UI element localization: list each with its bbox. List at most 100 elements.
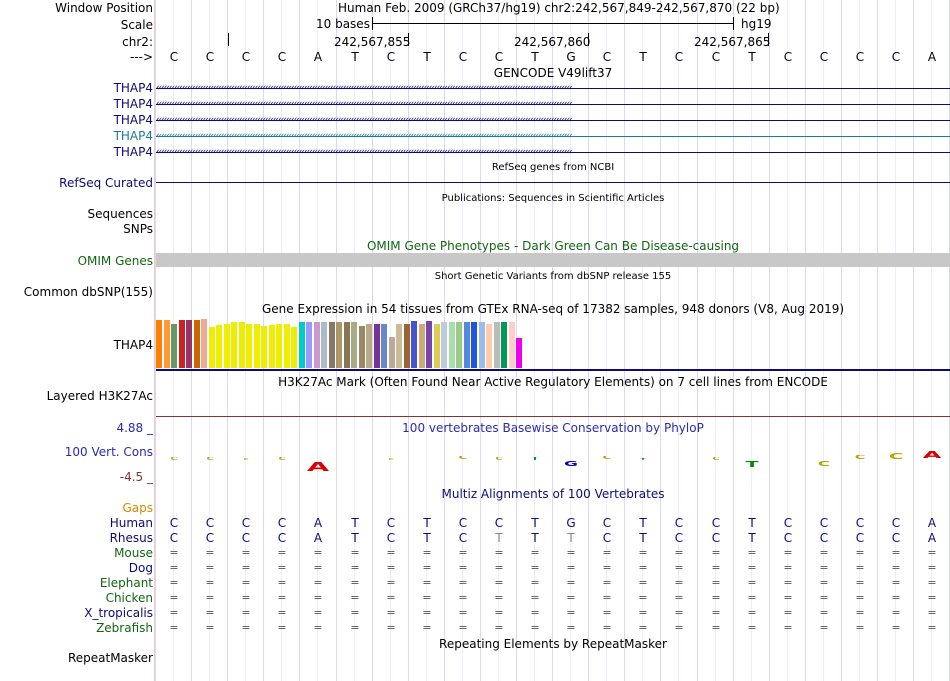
phylop-logo-letter[interactable]: A: [922, 451, 942, 461]
gtex-tissue-bar[interactable]: [298, 322, 305, 368]
gtex-tissue-bar[interactable]: [343, 322, 350, 368]
phylop-logo-letter[interactable]: C: [243, 458, 249, 461]
multiz-species-label[interactable]: Rhesus: [109, 531, 153, 545]
phylop-logo-letter[interactable]: A: [306, 461, 330, 473]
gtex-tissue-bar[interactable]: [448, 322, 455, 368]
refseq-gene-line[interactable]: [156, 182, 950, 183]
h3k27ac-title[interactable]: H3K27Ac Mark (Often Found Near Active Re…: [278, 375, 828, 389]
gtex-title[interactable]: Gene Expression in 54 tissues from GTEx …: [261, 302, 845, 316]
gtex-tissue-bar[interactable]: [276, 324, 282, 368]
multiz-species-label[interactable]: Zebrafish: [96, 621, 153, 635]
gtex-tissue-bar[interactable]: [223, 324, 230, 368]
gtex-tissue-bar[interactable]: [328, 322, 335, 368]
phylop-logo-letter[interactable]: G: [564, 461, 578, 468]
phylop-logo-letter[interactable]: C: [495, 457, 503, 461]
phylop-logo-letter[interactable]: C: [712, 457, 720, 461]
gencode-track-label[interactable]: THAP4: [113, 145, 153, 159]
publications-sequences-label[interactable]: Sequences: [87, 207, 153, 221]
phylop-logo-letter[interactable]: C: [388, 458, 394, 461]
gtex-tissue-bar[interactable]: [441, 322, 447, 368]
gtex-tissue-bar[interactable]: [418, 324, 425, 368]
gencode-track-label[interactable]: THAP4: [113, 129, 153, 143]
gtex-tissue-bar[interactable]: [291, 327, 297, 368]
gtex-tissue-bar[interactable]: [493, 322, 500, 368]
gtex-tissue-bar[interactable]: [373, 324, 380, 368]
gtex-tissue-bar[interactable]: [358, 326, 365, 368]
multiz-species-label[interactable]: Elephant: [99, 576, 153, 590]
gtex-tissue-bar[interactable]: [208, 327, 215, 368]
gtex-tissue-bar[interactable]: [231, 322, 237, 368]
phylop-logo-letter[interactable]: T: [531, 457, 539, 461]
gtex-tissue-bar[interactable]: [486, 324, 492, 368]
refseq-title[interactable]: RefSeq genes from NCBI: [491, 162, 615, 173]
multiz-title[interactable]: Multiz Alignments of 100 Vertebrates: [441, 487, 665, 501]
multiz-species-label[interactable]: X_tropicalis: [84, 606, 153, 620]
phylop-logo-letter[interactable]: C: [888, 453, 904, 461]
gtex-tissue-bar[interactable]: [261, 326, 267, 368]
phylop-label[interactable]: 100 Vert. Cons: [64, 445, 153, 459]
gtex-tissue-bar[interactable]: [478, 322, 485, 368]
gtex-tissue-bar[interactable]: [283, 324, 290, 368]
phylop-logo-letter[interactable]: C: [817, 461, 831, 468]
gtex-tissue-bar[interactable]: [381, 324, 387, 368]
multiz-species-label[interactable]: Mouse: [114, 546, 153, 560]
gtex-tissue-bar[interactable]: [246, 324, 252, 368]
phylop-logo-letter[interactable]: C: [170, 457, 178, 461]
gtex-tissue-bar[interactable]: [456, 322, 462, 368]
dbsnp-title[interactable]: Short Genetic Variants from dbSNP releas…: [434, 271, 672, 282]
gtex-tissue-bar[interactable]: [306, 322, 312, 368]
gtex-tissue-bar[interactable]: [201, 319, 207, 368]
gtex-tissue-bar[interactable]: [186, 320, 192, 368]
phylop-logo-letter[interactable]: C: [206, 457, 214, 461]
gtex-tissue-bar[interactable]: [433, 324, 440, 368]
phylop-logo-letter[interactable]: C: [458, 456, 468, 461]
gtex-tissue-bar[interactable]: [396, 324, 402, 368]
gtex-tissue-bar[interactable]: [178, 320, 185, 368]
gtex-tissue-bar[interactable]: [351, 322, 357, 368]
gtex-label[interactable]: THAP4: [113, 338, 153, 352]
gtex-tissue-bar[interactable]: [216, 325, 222, 368]
gtex-tissue-bar[interactable]: [508, 322, 515, 368]
multiz-species-label[interactable]: Dog: [128, 561, 153, 575]
gtex-tissue-bar[interactable]: [411, 321, 417, 368]
gtex-tissue-bar[interactable]: [403, 324, 410, 368]
gtex-tissue-bar[interactable]: [426, 321, 432, 368]
phylop-logo-letter[interactable]: C: [602, 456, 612, 461]
gencode-track-label[interactable]: THAP4: [113, 97, 153, 111]
repeatmasker-label[interactable]: RepeatMasker: [67, 651, 153, 665]
gtex-tissue-bar[interactable]: [268, 325, 275, 368]
gtex-tissue-bar[interactable]: [156, 320, 162, 368]
gtex-tissue-bar[interactable]: [471, 322, 477, 368]
gencode-track-label[interactable]: THAP4: [113, 81, 153, 95]
gtex-tissue-bar[interactable]: [501, 322, 507, 368]
gtex-tissue-bar[interactable]: [336, 322, 342, 368]
gtex-tissue-bar[interactable]: [238, 322, 245, 368]
phylop-title[interactable]: 100 vertebrates Basewise Conservation by…: [402, 421, 704, 435]
gencode-title[interactable]: GENCODE V49lift37: [493, 66, 613, 80]
gtex-tissue-bar[interactable]: [516, 338, 522, 368]
gtex-tissue-bar[interactable]: [193, 320, 200, 368]
gtex-tissue-bar[interactable]: [313, 322, 320, 368]
gtex-tissue-bar[interactable]: [366, 324, 372, 368]
multiz-gaps-label[interactable]: Gaps: [122, 501, 153, 515]
gencode-track-label[interactable]: THAP4: [113, 113, 153, 127]
gtex-tissue-bar[interactable]: [463, 322, 470, 368]
gtex-tissue-bar[interactable]: [253, 324, 260, 368]
h3k27ac-label[interactable]: Layered H3K27Ac: [46, 389, 153, 403]
gtex-tissue-bar[interactable]: [163, 320, 170, 368]
gtex-tissue-bar[interactable]: [321, 322, 327, 368]
publications-snps-label[interactable]: SNPs: [123, 222, 153, 236]
omim-title[interactable]: OMIM Gene Phenotypes - Dark Green Can Be…: [366, 239, 740, 253]
phylop-logo-letter[interactable]: C: [278, 457, 286, 461]
publications-title[interactable]: Publications: Sequences in Scientific Ar…: [441, 193, 665, 204]
omim-feature-bar[interactable]: [156, 253, 950, 267]
dbsnp-label[interactable]: Common dbSNP(155): [23, 285, 153, 299]
omim-label[interactable]: OMIM Genes: [77, 254, 153, 268]
repeatmasker-title[interactable]: Repeating Elements by RepeatMasker: [439, 637, 667, 651]
refseq-label[interactable]: RefSeq Curated: [59, 176, 153, 190]
phylop-logo-letter[interactable]: C: [854, 455, 866, 461]
multiz-species-label[interactable]: Human: [109, 516, 153, 530]
gtex-tissue-bar[interactable]: [171, 324, 177, 368]
gtex-tissue-bar[interactable]: [388, 337, 395, 368]
phylop-logo-letter[interactable]: T: [745, 461, 759, 469]
